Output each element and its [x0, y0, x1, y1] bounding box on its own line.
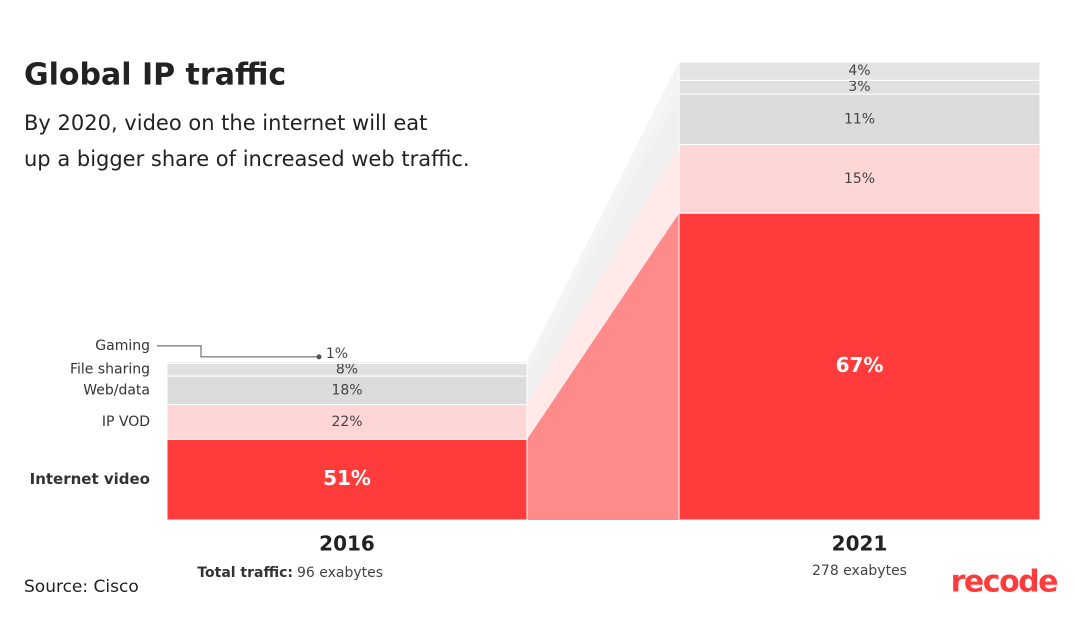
series-label: Internet video [30, 470, 150, 488]
series-label: Gaming [95, 338, 150, 354]
value-label: 22% [331, 414, 362, 430]
value-label: 51% [323, 466, 371, 490]
bar-segment [166, 438, 528, 521]
bar-segment [678, 93, 1041, 145]
leader-line [157, 345, 319, 358]
bar-segment [678, 143, 1041, 214]
leader-dot [316, 354, 322, 360]
total-value: 278 exabytes [812, 563, 907, 579]
category-label: 2021 [832, 532, 888, 556]
series-label: File sharing [70, 362, 150, 378]
totals-label: Total traffic: [197, 565, 293, 581]
value-label: 4% [848, 63, 870, 79]
category-label: 2016 [319, 532, 375, 556]
value-label: 15% [844, 171, 875, 187]
value-label: 1% [326, 346, 348, 362]
bar-segment [678, 61, 1041, 81]
series-label: IP VOD [102, 414, 150, 430]
value-label: 11% [844, 111, 875, 127]
series-label: Web/data [83, 382, 150, 398]
total-value: 96 exabytes [297, 565, 383, 581]
connector [527, 213, 679, 520]
logo: recode [951, 565, 1058, 600]
source: Source: Cisco [24, 577, 139, 597]
connector [527, 94, 679, 405]
connector [527, 62, 679, 364]
chart-subtitle: By 2020, video on the internet will eat [24, 111, 427, 135]
connector [527, 144, 679, 440]
bar-segment [166, 375, 528, 406]
value-label: 18% [331, 382, 362, 398]
chart-title: Global IP traffic [24, 58, 286, 93]
value-label: 3% [848, 79, 870, 95]
value-label: 8% [336, 362, 358, 378]
bar-segment [678, 212, 1041, 521]
bar-segment [166, 361, 528, 364]
chart-subtitle: up a bigger share of increased web traff… [24, 147, 470, 171]
connector [527, 80, 679, 377]
value-label: 67% [836, 353, 884, 377]
